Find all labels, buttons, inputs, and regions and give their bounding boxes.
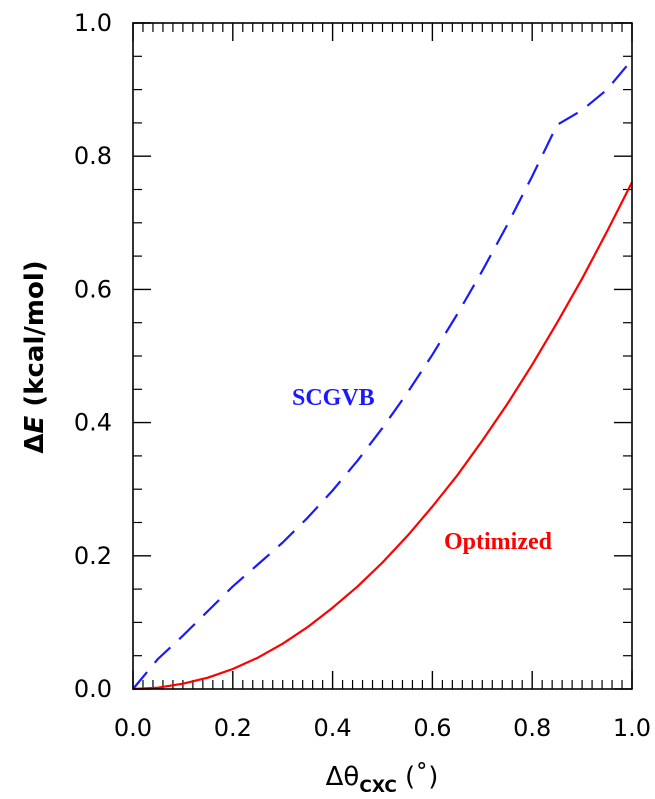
y-axis-title: ΔE (kcal/mol)	[20, 260, 50, 453]
y-tick-label: 0.8	[74, 142, 112, 170]
x-tick-label: 0.6	[413, 714, 451, 742]
y-tick-label: 0.2	[74, 542, 112, 570]
x-axis-title: ΔθCXC (˚)	[326, 762, 439, 797]
series-layer	[132, 58, 633, 691]
x-tick-label: 0.0	[114, 714, 152, 742]
series-label-scgvb: SCGVB	[292, 385, 375, 411]
x-tick-label: 0.4	[314, 714, 352, 742]
x-tick-label: 1.0	[613, 714, 651, 742]
x-tick-label: 0.8	[513, 714, 551, 742]
y-tick-labels: 0.0 0.2 0.4 0.6 0.8 1.0	[74, 9, 112, 703]
minor-ticks	[133, 23, 632, 689]
major-ticks	[132, 22, 633, 690]
series-label-optimized: Optimized	[444, 529, 553, 555]
x-tick-label: 0.2	[214, 714, 252, 742]
y-tick-label: 0.6	[74, 275, 112, 303]
y-tick-label: 0.4	[74, 409, 112, 437]
plot-frame	[132, 22, 633, 690]
series-line-optimized	[132, 181, 633, 691]
series-line-scgvb	[132, 58, 633, 690]
x-tick-labels: 0.0 0.2 0.4 0.6 0.8 1.0	[114, 714, 651, 742]
y-tick-label: 0.0	[74, 675, 112, 703]
y-tick-label: 1.0	[74, 9, 112, 37]
